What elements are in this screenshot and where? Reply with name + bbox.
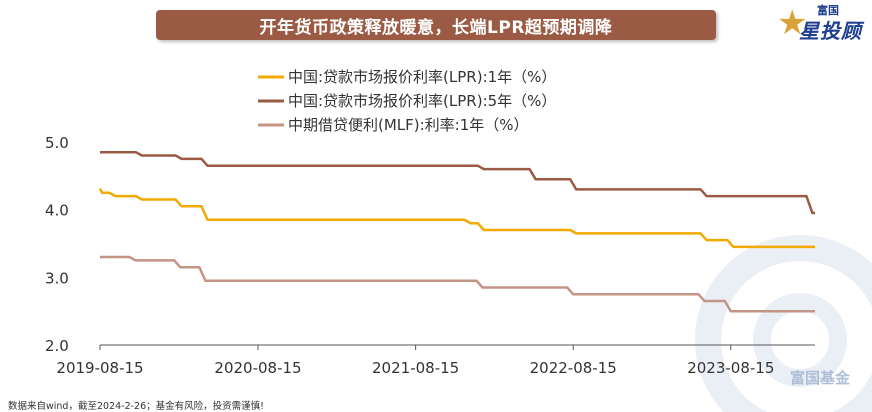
watermark-ring (695, 235, 872, 412)
legend-label-3: 中期借贷便利(MLF):利率:1年（%） (288, 116, 529, 134)
x-tick-label: 2021-08-15 (372, 359, 459, 377)
x-tick-label: 2022-08-15 (530, 359, 617, 377)
watermark-logo (695, 235, 872, 412)
series-line-3 (100, 255, 815, 313)
x-axis: 2019-08-15 2020-08-15 2021-08-15 2022-08-15… (56, 344, 815, 377)
brand-name-small: 富国 (817, 4, 839, 17)
y-tick-label: 4.0 (45, 202, 69, 220)
star-icon: ★ (777, 3, 808, 43)
series-layer (98, 150, 815, 313)
series-line-2 (100, 150, 815, 215)
watermark-inner (753, 293, 847, 387)
watermark-text: 富国基金 (790, 369, 851, 387)
y-axis: 5.0 4.0 3.0 2.0 (45, 134, 69, 355)
y-tick-label: 3.0 (45, 269, 69, 287)
brand-name-big: 星投顾 (799, 19, 862, 43)
y-tick-label: 2.0 (45, 337, 69, 355)
brand-logo: ★ 富国 星投顾 (775, 2, 865, 46)
y-tick-label: 5.0 (45, 134, 69, 152)
legend-label-2: 中国:贷款市场报价利率(LPR):5年（%） (288, 92, 556, 110)
source-note: 数据来自wind，截至2024-2-26；基金有风险，投资需谨慎! (8, 401, 264, 412)
x-tick-label: 2020-08-15 (214, 359, 301, 377)
x-tick-label: 2019-08-15 (56, 359, 143, 377)
chart-title: 开年货币政策释放暖意，长端LPR超预期调降 (259, 17, 613, 38)
title-banner: 开年货币政策释放暖意，长端LPR超预期调降 (156, 10, 716, 40)
legend-label-1: 中国:贷款市场报价利率(LPR):1年（%） (288, 68, 556, 86)
series-line-1 (98, 188, 815, 249)
legend: 中国:贷款市场报价利率(LPR):1年（%） 中国:贷款市场报价利率(LPR):5… (258, 68, 556, 134)
x-tick-label: 2023-08-15 (687, 359, 774, 377)
